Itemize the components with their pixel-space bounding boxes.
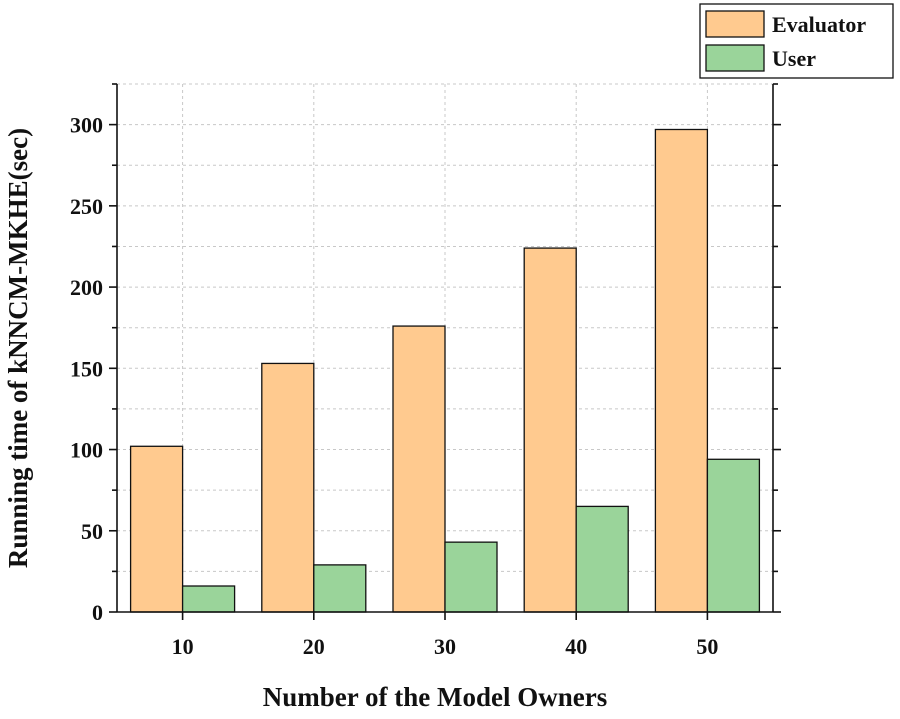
- bar-user-30: [444, 541, 498, 613]
- y-tick-label: 300: [70, 113, 103, 138]
- x-tick-label: 50: [696, 634, 718, 659]
- y-tick-label: 100: [70, 438, 103, 463]
- bar-evaluator-40: [523, 247, 577, 613]
- legend-label-evaluator: Evaluator: [772, 12, 866, 37]
- bar-user-20: [313, 564, 367, 613]
- x-axis-title: Number of the Model Owners: [263, 682, 607, 712]
- bar-evaluator-20: [261, 362, 315, 613]
- bars: [129, 128, 761, 613]
- y-tick-label: 250: [70, 194, 103, 219]
- axes: [109, 83, 781, 620]
- legend: Evaluator User: [699, 3, 894, 79]
- bar-evaluator-50: [654, 128, 709, 613]
- x-tick-label: 10: [172, 634, 194, 659]
- tick-labels: 0 50 100 150 200 250 300 10 20 30 40 50: [70, 113, 718, 659]
- y-tick-label: 0: [92, 600, 103, 625]
- bar-user-50: [706, 458, 761, 613]
- legend-swatch-evaluator: [705, 10, 765, 38]
- bar-user-10: [181, 585, 236, 613]
- y-tick-label: 50: [81, 519, 103, 544]
- y-tick-label: 150: [70, 356, 103, 381]
- bar-user-40: [575, 505, 629, 613]
- x-tick-label: 20: [303, 634, 325, 659]
- bar-evaluator-30: [392, 325, 446, 613]
- y-tick-label: 200: [70, 275, 103, 300]
- legend-label-user: User: [772, 46, 816, 71]
- y-axis-title: Running time of kNNCM-MKHE(sec): [3, 128, 33, 568]
- legend-swatch-user: [705, 44, 765, 72]
- x-tick-label: 30: [434, 634, 456, 659]
- bar-evaluator-10: [129, 445, 184, 613]
- x-tick-label: 40: [565, 634, 587, 659]
